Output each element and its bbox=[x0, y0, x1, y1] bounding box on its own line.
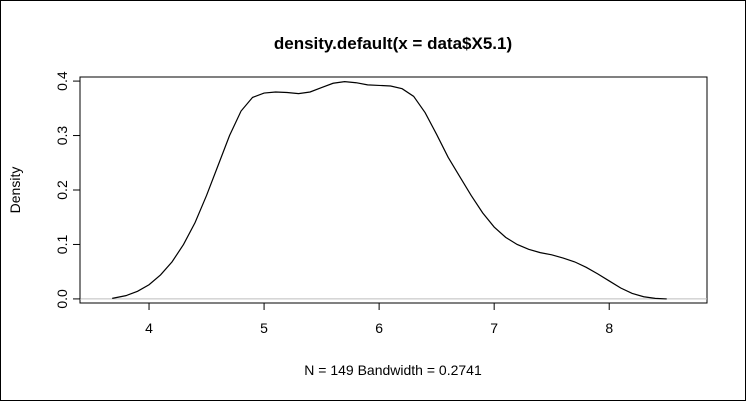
x-tick-label: 7 bbox=[490, 320, 498, 336]
x-axis-label: N = 149 Bandwidth = 0.2741 bbox=[304, 362, 482, 378]
x-tick-label: 6 bbox=[375, 320, 383, 336]
x-tick-label: 8 bbox=[605, 320, 613, 336]
y-tick-label: 0.1 bbox=[54, 235, 70, 255]
density-curve bbox=[112, 81, 667, 300]
y-tick-label: 0.4 bbox=[54, 71, 70, 91]
y-tick-label: 0.3 bbox=[54, 126, 70, 146]
plot-frame bbox=[79, 76, 708, 304]
y-axis-label: Density bbox=[7, 167, 23, 214]
x-tick-label: 4 bbox=[145, 320, 153, 336]
x-tick-label: 5 bbox=[260, 320, 268, 336]
y-axis: 0.0 0.1 0.2 0.3 0.4 bbox=[54, 71, 81, 309]
x-axis: 4 5 6 7 8 bbox=[145, 302, 613, 336]
y-tick-label: 0.0 bbox=[54, 289, 70, 309]
y-tick-label: 0.2 bbox=[54, 180, 70, 200]
chart-title: density.default(x = data$X5.1) bbox=[274, 34, 512, 53]
